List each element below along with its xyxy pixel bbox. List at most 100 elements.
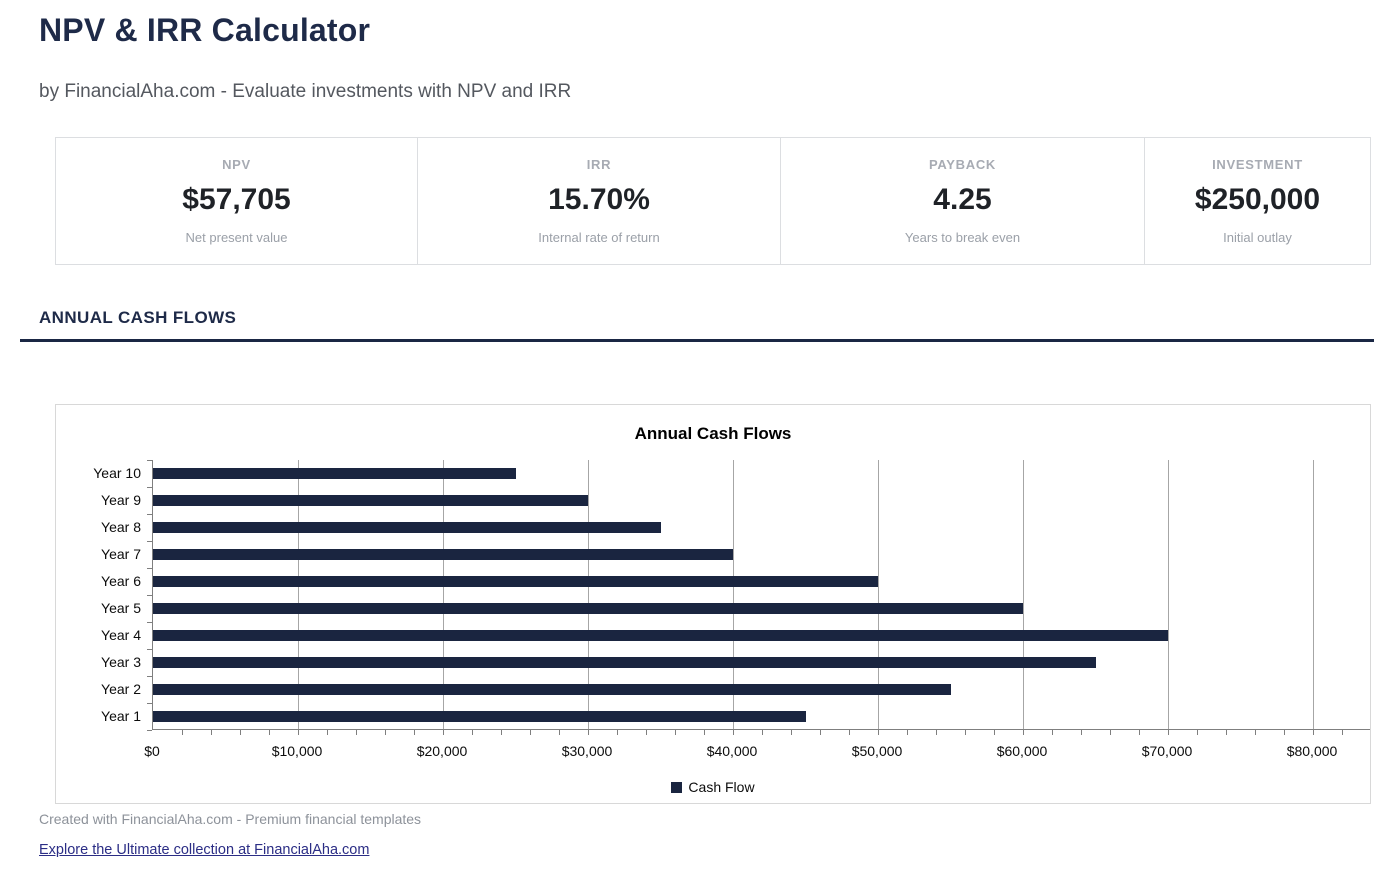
- y-axis-label: Year 7: [101, 546, 141, 562]
- x-axis-tick: [385, 730, 386, 735]
- y-axis-tick: [147, 703, 152, 704]
- stat-label: PAYBACK: [928, 157, 997, 172]
- x-axis-tick: [472, 730, 473, 735]
- chart-bar: [153, 468, 516, 479]
- y-axis-tick: [147, 514, 152, 515]
- x-axis-tick: [617, 730, 618, 735]
- chart-bar: [153, 630, 1168, 641]
- stat-description: Internal rate of return: [538, 230, 660, 245]
- x-axis-label: $10,000: [271, 743, 323, 759]
- stat-label: INVESTMENT: [1212, 157, 1303, 172]
- y-axis-label: Year 4: [101, 627, 141, 643]
- x-axis-tick: [878, 730, 879, 735]
- x-axis-tick: [211, 730, 212, 735]
- x-axis-tick: [849, 730, 850, 735]
- chart-plot: [147, 460, 1370, 735]
- x-axis-tick: [675, 730, 676, 735]
- y-axis-tick: [147, 649, 152, 650]
- y-axis-label: Year 9: [101, 492, 141, 508]
- page-title: NPV & IRR Calculator: [39, 12, 371, 48]
- x-axis-label: $70,000: [1141, 743, 1193, 759]
- stat-card-npv: NPV $57,705 Net present value: [55, 137, 418, 265]
- x-axis-tick: [1255, 730, 1256, 735]
- footer-link[interactable]: Explore the Ultimate collection at Finan…: [39, 842, 370, 858]
- stat-description: Net present value: [185, 230, 288, 245]
- y-axis-label: Year 2: [101, 681, 141, 697]
- chart-bar: [153, 576, 878, 587]
- footer-credit: Created with FinancialAha.com - Premium …: [39, 811, 422, 827]
- x-axis-label: $20,000: [416, 743, 468, 759]
- stat-card-irr: IRR 15.70% Internal rate of return: [418, 137, 781, 265]
- y-axis-labels: Year 10 Year 9 Year 8 Year 7 Year 6 Year 5 Yea…: [56, 460, 141, 730]
- x-axis-tick: [907, 730, 908, 735]
- x-axis-tick: [762, 730, 763, 735]
- stats-row: NPV $57,705 Net present value IRR 15.70%…: [55, 137, 1371, 265]
- x-axis-tick: [733, 730, 734, 735]
- section-heading-annual-cash-flows: ANNUAL CASH FLOWS: [39, 308, 237, 327]
- x-gridline: [588, 460, 589, 729]
- legend-label: Cash Flow: [688, 779, 755, 795]
- x-axis-tick: [1313, 730, 1314, 735]
- x-axis-label: $40,000: [706, 743, 758, 759]
- x-axis-tick: [501, 730, 502, 735]
- x-axis-tick: [1226, 730, 1227, 735]
- x-axis-tick: [791, 730, 792, 735]
- x-gridline: [733, 460, 734, 729]
- x-axis-tick: [414, 730, 415, 735]
- x-axis-tick: [1139, 730, 1140, 735]
- x-axis-tick: [1168, 730, 1169, 735]
- x-gridline: [298, 460, 299, 729]
- x-axis-label: $60,000: [996, 743, 1048, 759]
- chart-bar: [153, 603, 1023, 614]
- y-axis-tick: [147, 676, 152, 677]
- x-axis-tick: [994, 730, 995, 735]
- chart-bar: [153, 495, 588, 506]
- y-axis-label: Year 10: [93, 465, 141, 481]
- x-axis-tick: [936, 730, 937, 735]
- x-axis-tick: [1081, 730, 1082, 735]
- x-axis-label: $80,000: [1286, 743, 1338, 759]
- chart-legend: Cash Flow: [56, 779, 1370, 795]
- y-axis-tick: [147, 460, 152, 461]
- x-gridline: [1023, 460, 1024, 729]
- y-axis-tick: [147, 568, 152, 569]
- x-axis-tick: [1284, 730, 1285, 735]
- x-axis-tick: [820, 730, 821, 735]
- stat-value: $250,000: [1194, 183, 1321, 216]
- stat-card-investment: INVESTMENT $250,000 Initial outlay: [1145, 137, 1371, 265]
- chart-bar: [153, 684, 951, 695]
- x-axis-label: $0: [144, 743, 160, 759]
- y-axis-label: Year 1: [101, 708, 141, 724]
- y-axis-tick: [147, 730, 152, 731]
- y-axis-tick: [147, 487, 152, 488]
- section-divider: [20, 339, 1374, 342]
- chart-bar: [153, 522, 661, 533]
- x-axis-tick: [646, 730, 647, 735]
- stat-description: Initial outlay: [1223, 230, 1292, 245]
- x-gridline: [443, 460, 444, 729]
- stat-label: NPV: [222, 157, 251, 172]
- y-axis-label: Year 5: [101, 600, 141, 616]
- chart-bar: [153, 549, 733, 560]
- x-axis-tick: [269, 730, 270, 735]
- x-axis-tick: [1110, 730, 1111, 735]
- x-axis-tick: [1052, 730, 1053, 735]
- x-axis-label: $30,000: [561, 743, 613, 759]
- x-gridline: [1313, 460, 1314, 729]
- y-axis-tick: [147, 595, 152, 596]
- x-gridline: [1168, 460, 1169, 729]
- chart-title: Annual Cash Flows: [634, 424, 792, 443]
- x-axis-tick: [1342, 730, 1343, 735]
- chart-bar: [153, 711, 806, 722]
- x-axis-tick: [1023, 730, 1024, 735]
- y-axis-tick: [147, 541, 152, 542]
- x-axis-tick: [559, 730, 560, 735]
- x-gridline: [878, 460, 879, 729]
- y-axis-tick: [147, 622, 152, 623]
- x-axis-tick: [356, 730, 357, 735]
- stat-value: $57,705: [182, 183, 291, 216]
- y-axis-label: Year 3: [101, 654, 141, 670]
- x-axis-tick: [240, 730, 241, 735]
- x-axis-tick: [530, 730, 531, 735]
